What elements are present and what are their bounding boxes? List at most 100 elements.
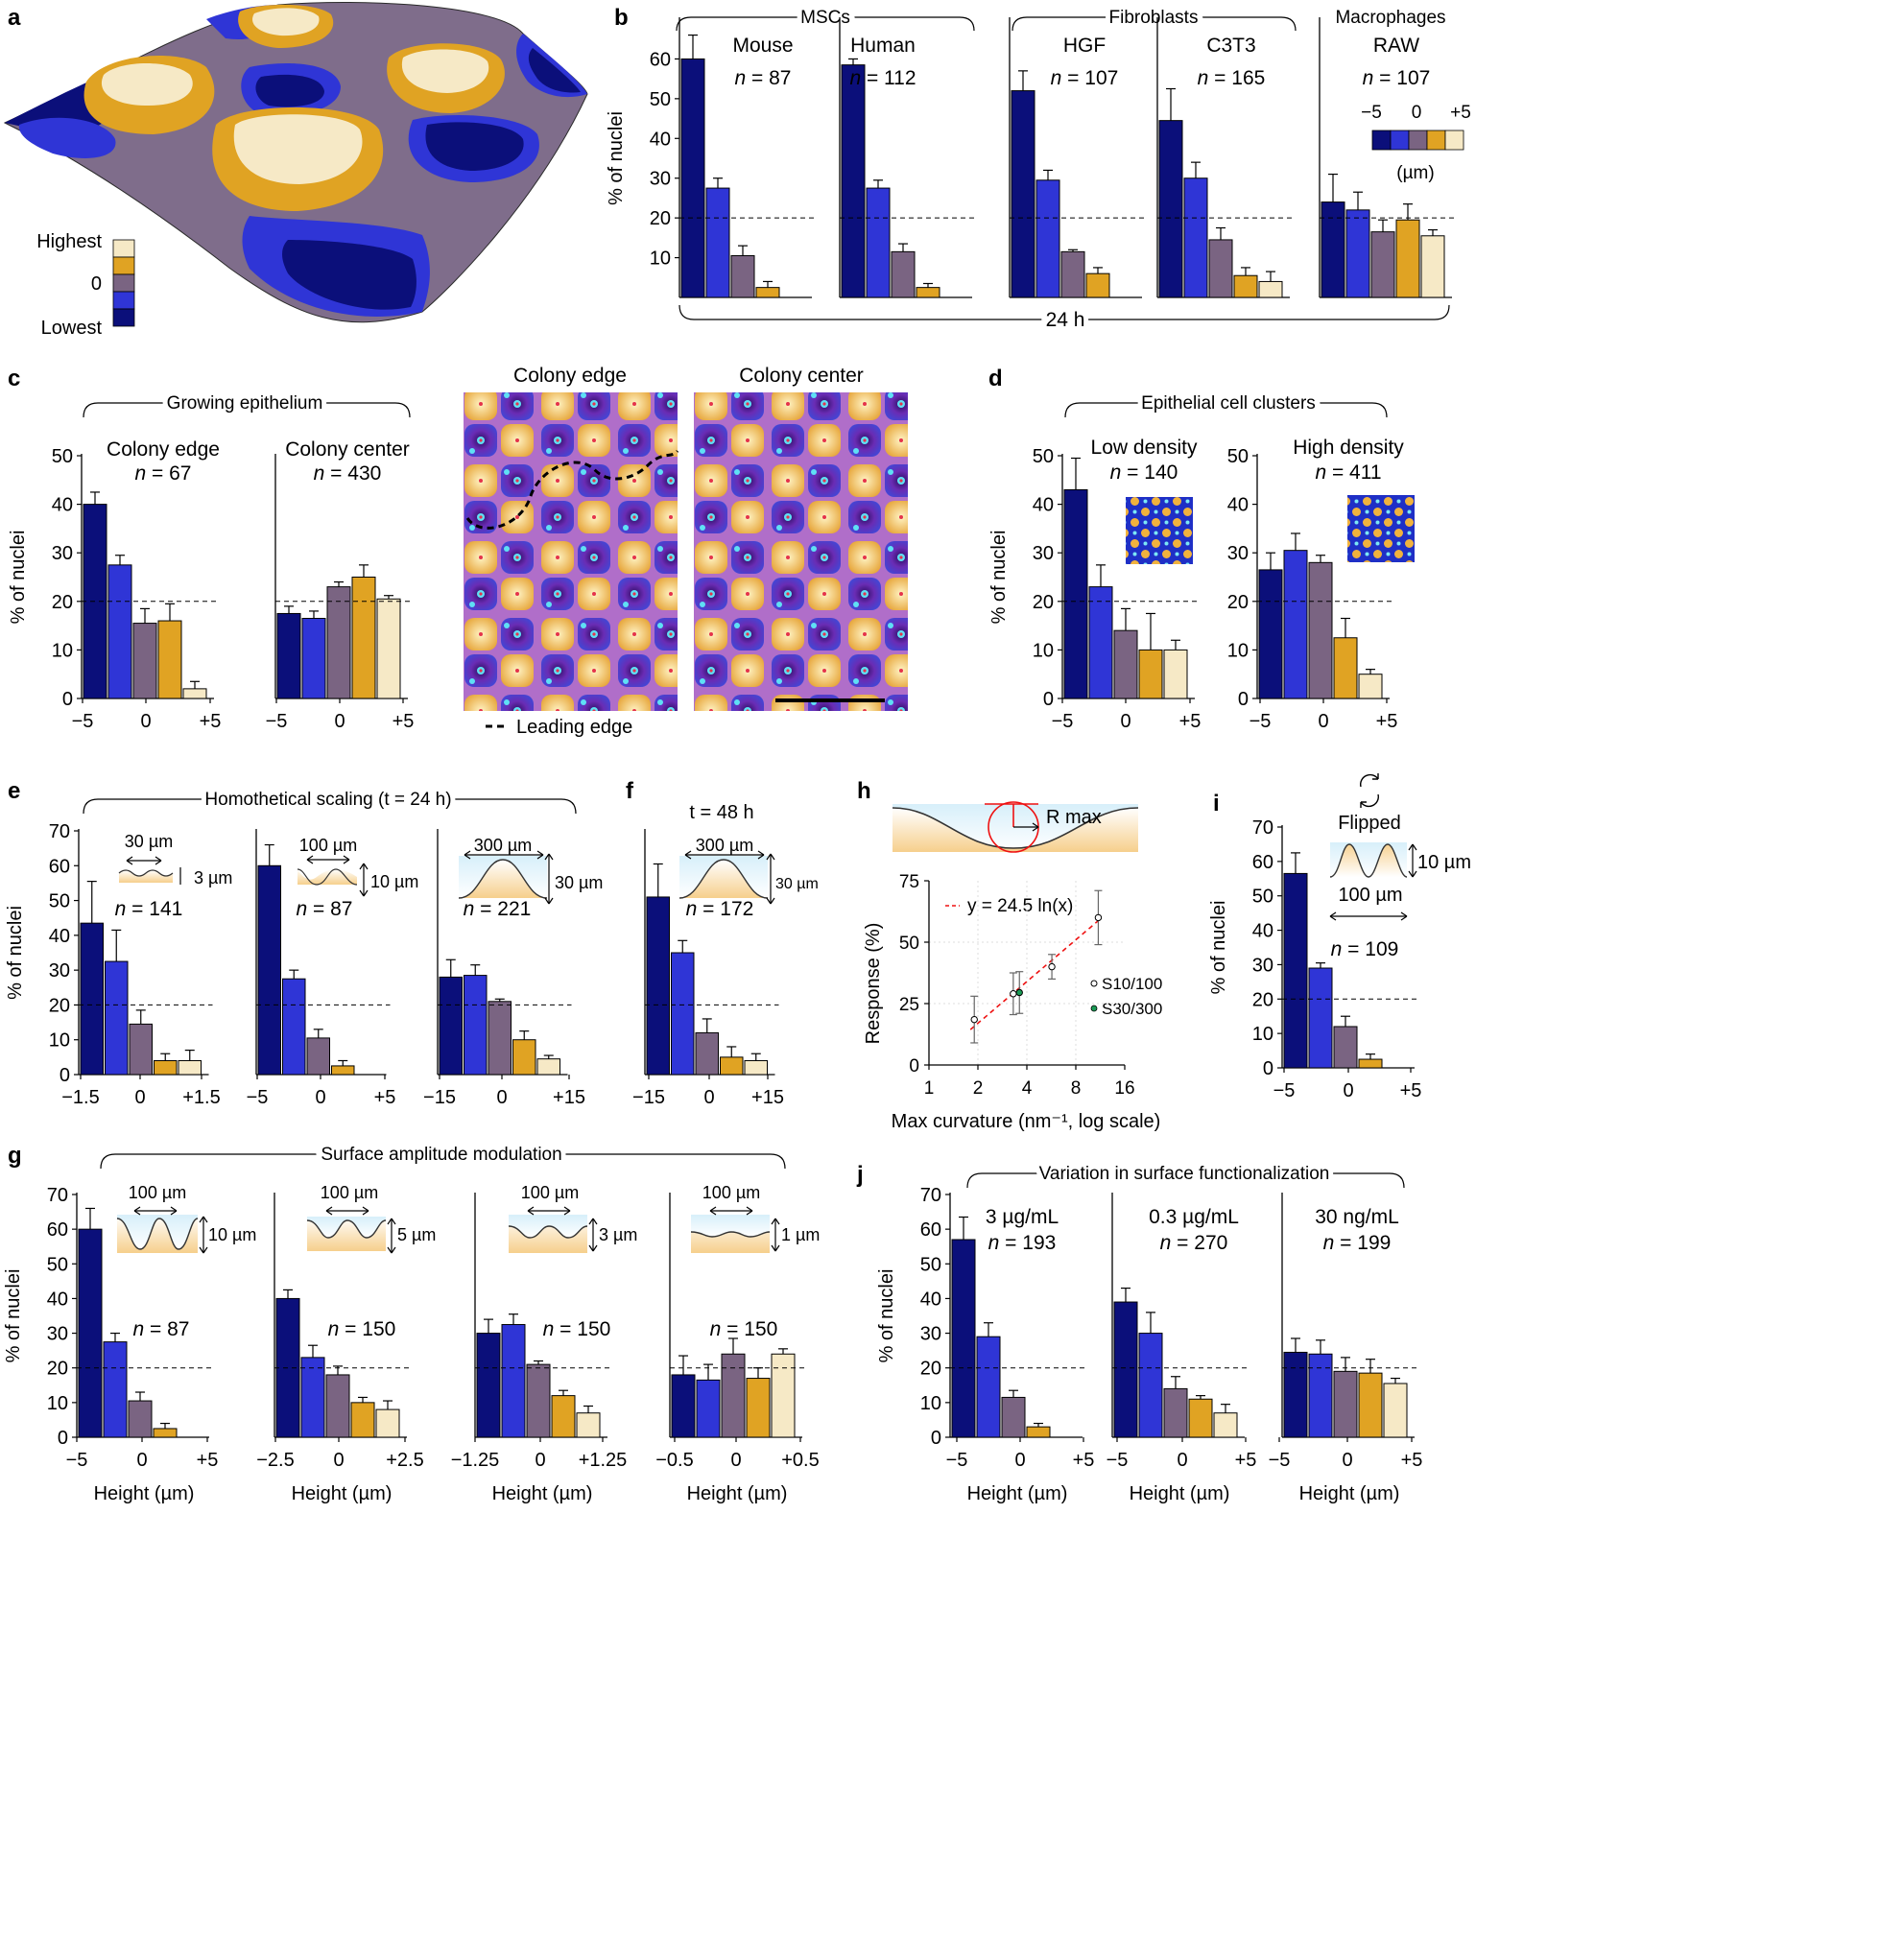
chart-e-10-xtick-label: 0 xyxy=(315,1087,325,1108)
chart-g-15-bar-4 xyxy=(350,1402,375,1438)
chart-g-15-bar-2 xyxy=(300,1357,325,1438)
chart-b-0-ytick-label: 40 xyxy=(650,129,671,150)
chart-e-11-bar-5 xyxy=(536,1058,560,1076)
chart-b-4-title: RAW xyxy=(1373,35,1419,57)
chart-g-16-bar-4 xyxy=(551,1395,576,1438)
bracket-functionalization xyxy=(966,1172,1405,1189)
chart-d-8-title: High density xyxy=(1293,437,1404,459)
chart-g-15-bar-5 xyxy=(375,1408,400,1438)
inset-g4-width: 100 µm xyxy=(702,1183,760,1202)
chart-c-5-xtick-label: 0 xyxy=(140,711,151,732)
chart-c-5-ytick-label: 40 xyxy=(52,495,73,516)
chart-g-14-ytick-label: 0 xyxy=(58,1428,68,1449)
chart-e-11-n-label: n = 221 xyxy=(464,898,532,920)
chart-b-2-title: HGF xyxy=(1063,35,1106,57)
chart-i-13-ytick-label: 60 xyxy=(1252,852,1273,873)
chart-j-19-xtick-label: +5 xyxy=(1235,1450,1257,1471)
chart-g-17-bar-2 xyxy=(696,1379,721,1438)
chart-c-5-ytick-label: 0 xyxy=(62,689,73,710)
chart-c-6-xtick-label: −5 xyxy=(266,711,288,732)
chart-e-10-bar-4 xyxy=(331,1065,355,1076)
chart-e-10-xtick-label: −5 xyxy=(247,1087,269,1108)
chart-g-17-n-label: n = 150 xyxy=(710,1318,778,1340)
chart-i-13-ytick-label: 70 xyxy=(1252,817,1273,839)
chart-i-13-ytick-label: 20 xyxy=(1252,989,1273,1010)
leading-edge-trace xyxy=(465,449,679,530)
inset-g3: 100 µm 3 µm xyxy=(508,1183,637,1253)
chart-d-7-bar-5 xyxy=(1163,649,1188,699)
chart-b-2-bar-2 xyxy=(1035,179,1060,298)
chart-b-1-bar-4 xyxy=(916,287,940,298)
bracket-24h xyxy=(678,304,1450,320)
inset-g2-height: 5 µm xyxy=(397,1225,436,1244)
scatter-h-legend-1: S10/100 xyxy=(1102,975,1162,993)
chart-g-14-ylabel: % of nuclei xyxy=(3,1269,24,1363)
panel-f-title: t = 48 h xyxy=(689,802,753,823)
chart-f-12-bar-5 xyxy=(744,1059,768,1076)
chart-j-18-xlabel: Height (µm) xyxy=(967,1483,1068,1504)
inset-f-width: 300 µm xyxy=(696,836,753,855)
chart-g-17-bar-3 xyxy=(721,1353,746,1438)
chart-i-13-ytick-label: 50 xyxy=(1252,887,1273,908)
legend-highest: Highest xyxy=(36,231,102,252)
chart-g-14-xtick-label: +5 xyxy=(197,1450,219,1471)
inset-e3-width: 300 µm xyxy=(474,836,532,855)
inset-g4: 100 µm 1 µm xyxy=(690,1183,820,1253)
chart-j-19-bar-1 xyxy=(1113,1301,1138,1438)
micrograph-colony-edge xyxy=(464,392,678,711)
chart-e-10-xtick-label: +5 xyxy=(374,1087,396,1108)
chart-d-8-bar-3 xyxy=(1308,561,1333,699)
chart-g-17-xtick-label: +0.5 xyxy=(781,1450,819,1471)
chart-d-7-bar-2 xyxy=(1088,586,1113,699)
image-title-colony-edge: Colony edge xyxy=(513,365,627,387)
inset-f-height: 30 µm xyxy=(775,876,819,892)
chart-b-4-bar-1 xyxy=(1321,201,1345,298)
chart-j-20-bar-1 xyxy=(1283,1351,1308,1438)
chart-g-14-ytick-label: 40 xyxy=(47,1289,68,1310)
chart-b-3-bar-3 xyxy=(1208,239,1233,298)
scatter-h-equation: y = 24.5 ln(x) xyxy=(967,896,1073,916)
chart-g-17-xlabel: Height (µm) xyxy=(687,1483,788,1504)
inset-high-density xyxy=(1347,495,1415,562)
chart-d-7-n-label: n = 140 xyxy=(1110,461,1178,484)
chart-g-16-xlabel: Height (µm) xyxy=(492,1483,593,1504)
chart-e-9-ytick-label: 0 xyxy=(60,1065,70,1086)
chart-i-13-ytick-label: 0 xyxy=(1263,1058,1273,1079)
panel-letter-f: f xyxy=(626,778,634,804)
scatter-h-ylabel: Response (%) xyxy=(863,923,884,1045)
scatter-h-xtick-label: 4 xyxy=(1022,1078,1033,1099)
chart-g-14-ytick-label: 60 xyxy=(47,1219,68,1241)
chart-d-7-ytick-label: 10 xyxy=(1033,640,1054,661)
chart-d-8-ytick-label: 30 xyxy=(1227,543,1249,564)
chart-d-7-bar-1 xyxy=(1063,488,1088,699)
chart-d-8-bar-4 xyxy=(1333,637,1358,699)
chart-g-15-xtick-label: +2.5 xyxy=(386,1450,423,1471)
chart-d-7-xtick-label: +5 xyxy=(1179,711,1202,732)
chart-i-13-xtick-label: 0 xyxy=(1343,1080,1353,1101)
chart-j-20-xtick-label: +5 xyxy=(1401,1450,1423,1471)
chart-d-7-xtick-label: 0 xyxy=(1120,711,1130,732)
scatter-h-point-1 xyxy=(970,1015,978,1024)
chart-j-18-xtick-label: 0 xyxy=(1014,1450,1025,1471)
panel-letter-a: a xyxy=(8,5,21,31)
colorbar-b: −5 0 +5 (µm) xyxy=(1361,103,1471,183)
chart-g-14-xlabel: Height (µm) xyxy=(94,1483,195,1504)
chart-e-9-ytick-label: 20 xyxy=(49,995,70,1016)
chart-i-13-ytick-label: 10 xyxy=(1252,1024,1273,1045)
chart-j-19-xtick-label: 0 xyxy=(1177,1450,1187,1471)
scatter-h: Response (%) Max curvature (nm⁻¹, log sc… xyxy=(863,896,1162,1132)
chart-c-6-title: Colony center xyxy=(285,438,410,461)
chart-c-5-ytick-label: 20 xyxy=(52,592,73,613)
chart-d-8-bar-2 xyxy=(1283,550,1308,699)
chart-d-8-bar-5 xyxy=(1358,674,1383,699)
chart-b-2-bar-1 xyxy=(1011,90,1035,298)
panel-letter-g: g xyxy=(8,1143,22,1169)
inset-g3-width: 100 µm xyxy=(521,1183,579,1202)
chart-c-5-ytick-label: 50 xyxy=(52,446,73,467)
chart-e-9-ytick-label: 60 xyxy=(49,856,70,877)
chart-f-12-xtick-label: −15 xyxy=(632,1087,665,1108)
chart-j-18-ylabel: % of nuclei xyxy=(876,1269,897,1363)
chart-j-18-ytick-label: 0 xyxy=(931,1428,941,1449)
chart-j-18-ytick-label: 30 xyxy=(920,1324,941,1345)
inset-e2-width: 100 µm xyxy=(299,836,357,855)
